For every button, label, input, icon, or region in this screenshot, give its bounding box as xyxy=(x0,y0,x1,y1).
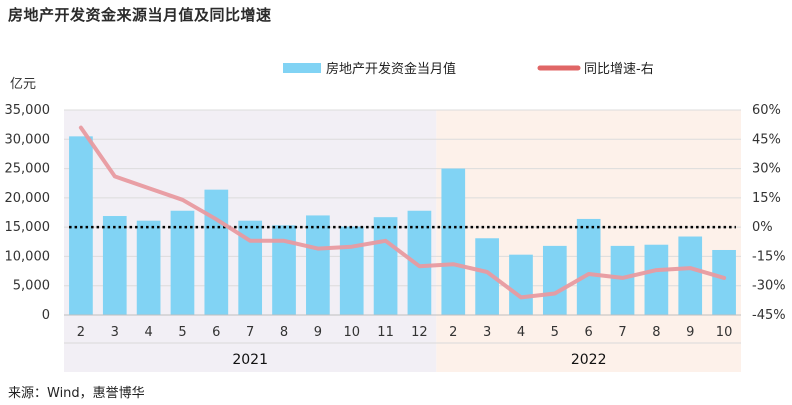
x-tick-label: 8 xyxy=(652,325,660,340)
source-note: 来源：Wind，惠誉博华 xyxy=(8,386,145,401)
x-tick-label: 9 xyxy=(314,325,322,340)
axes: 2021 202205,00010,00015,00020,00025,00030… xyxy=(5,77,786,368)
year-label-2022: 2022 xyxy=(571,352,607,368)
bar xyxy=(238,220,263,315)
x-tick-label: 7 xyxy=(246,325,254,340)
y-right-tick-label: -15% xyxy=(752,249,786,264)
y-left-tick-label: 30,000 xyxy=(5,132,51,147)
y-left-tick-label: 5,000 xyxy=(13,279,50,294)
yoy-growth-line xyxy=(78,125,727,300)
bar xyxy=(272,225,296,315)
legend-line-label: 同比增速-右 xyxy=(584,62,654,77)
year-label-2021: 2021 xyxy=(232,352,268,368)
y-left-tick-label: 15,000 xyxy=(5,220,51,235)
x-tick-label: 12 xyxy=(411,325,428,340)
line-series xyxy=(78,125,727,300)
x-tick-label: 4 xyxy=(144,325,152,340)
bar xyxy=(373,217,398,315)
y-right-tick-label: 45% xyxy=(752,132,781,147)
legend-bar-label: 房地产开发资金当月值 xyxy=(326,61,456,77)
y-right-tick-label: 60% xyxy=(752,103,781,118)
bar xyxy=(204,189,229,315)
x-tick-label: 3 xyxy=(483,325,491,340)
x-tick-label: 6 xyxy=(212,325,220,340)
legend-bar-swatch xyxy=(283,63,321,73)
x-tick-label: 2 xyxy=(77,325,85,340)
bar xyxy=(407,210,432,315)
bar xyxy=(441,168,466,315)
y-left-axis-label: 亿元 xyxy=(10,77,36,92)
y-left-tick-label: 25,000 xyxy=(5,162,51,177)
bar xyxy=(136,220,161,315)
x-tick-label: 10 xyxy=(716,325,733,340)
y-right-tick-label: -45% xyxy=(752,308,786,323)
y-right-tick-label: 15% xyxy=(752,191,781,206)
bar xyxy=(69,136,93,315)
bar xyxy=(576,218,601,315)
y-left-tick-label: 20,000 xyxy=(5,191,51,206)
x-tick-label: 4 xyxy=(517,325,525,340)
x-tick-label: 9 xyxy=(686,325,694,340)
bar xyxy=(509,254,533,315)
bar xyxy=(712,249,736,315)
x-tick-label: 5 xyxy=(178,325,186,340)
x-tick-label: 6 xyxy=(585,325,593,340)
y-right-tick-label: 30% xyxy=(752,162,781,177)
bar xyxy=(170,210,195,315)
bar xyxy=(475,238,499,315)
bar xyxy=(339,226,364,315)
x-tick-label: 3 xyxy=(111,325,119,340)
x-tick-label: 7 xyxy=(618,325,626,340)
legend: 房地产开发资金当月值 同比增速-右 xyxy=(283,61,654,77)
y-left-tick-label: 35,000 xyxy=(5,103,51,118)
bar xyxy=(610,245,635,315)
bar xyxy=(102,216,127,315)
period-backgrounds xyxy=(64,110,741,372)
bar xyxy=(542,245,567,315)
x-tick-label: 2 xyxy=(449,325,457,340)
bar xyxy=(306,215,330,315)
bar xyxy=(678,236,703,315)
chart-title: 房地产开发资金来源当月值及同比增速 xyxy=(8,6,272,24)
y-left-tick-label: 0 xyxy=(42,308,50,323)
y-right-tick-label: 0% xyxy=(752,220,773,235)
x-tick-label: 5 xyxy=(551,325,559,340)
x-tick-label: 8 xyxy=(280,325,288,340)
y-right-tick-label: -30% xyxy=(752,279,786,294)
x-tick-label: 11 xyxy=(377,325,394,340)
y-left-tick-label: 10,000 xyxy=(5,249,51,264)
bar xyxy=(644,244,669,315)
x-tick-label: 10 xyxy=(343,325,360,340)
